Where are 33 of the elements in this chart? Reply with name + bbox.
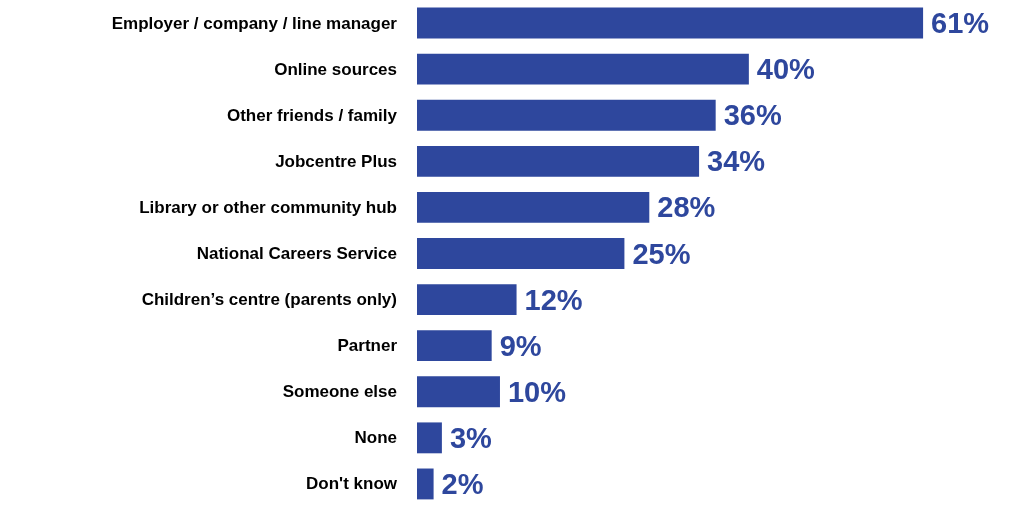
data-label: 28% <box>657 191 716 224</box>
bar <box>417 376 500 408</box>
bar <box>417 53 749 85</box>
y-tick-label: Partner <box>337 336 398 356</box>
data-label: 25% <box>632 237 691 270</box>
y-tick-label: Library or other community hub <box>139 197 397 217</box>
bar <box>417 99 716 131</box>
data-label: 61% <box>931 7 990 40</box>
data-label: 2% <box>441 467 484 500</box>
bar <box>417 238 625 269</box>
data-label: 40% <box>756 53 816 86</box>
data-label: 12% <box>524 283 583 316</box>
data-label: 34% <box>707 145 766 178</box>
y-tick-label: Don't know <box>306 474 398 494</box>
data-label: 3% <box>449 421 493 454</box>
y-tick-label: Children’s centre (parents only) <box>141 290 397 310</box>
bar <box>417 330 492 362</box>
y-tick-label: Someone else <box>282 382 397 402</box>
bar <box>417 284 517 316</box>
data-label: 36% <box>723 99 782 132</box>
y-tick-label: None <box>354 428 397 448</box>
bar <box>417 422 442 454</box>
data-label: 10% <box>507 375 567 408</box>
y-tick-label: Online sources <box>274 59 397 79</box>
bar <box>417 7 924 39</box>
y-tick-label: Other friends / family <box>226 105 398 125</box>
data-label: 9% <box>499 329 542 362</box>
bar <box>417 145 700 177</box>
bar <box>417 468 434 500</box>
y-tick-label: Jobcentre Plus <box>275 151 397 171</box>
bar <box>417 191 650 223</box>
y-tick-label: Employer / company / line manager <box>111 13 398 33</box>
y-tick-label: National Careers Service <box>196 244 397 263</box>
